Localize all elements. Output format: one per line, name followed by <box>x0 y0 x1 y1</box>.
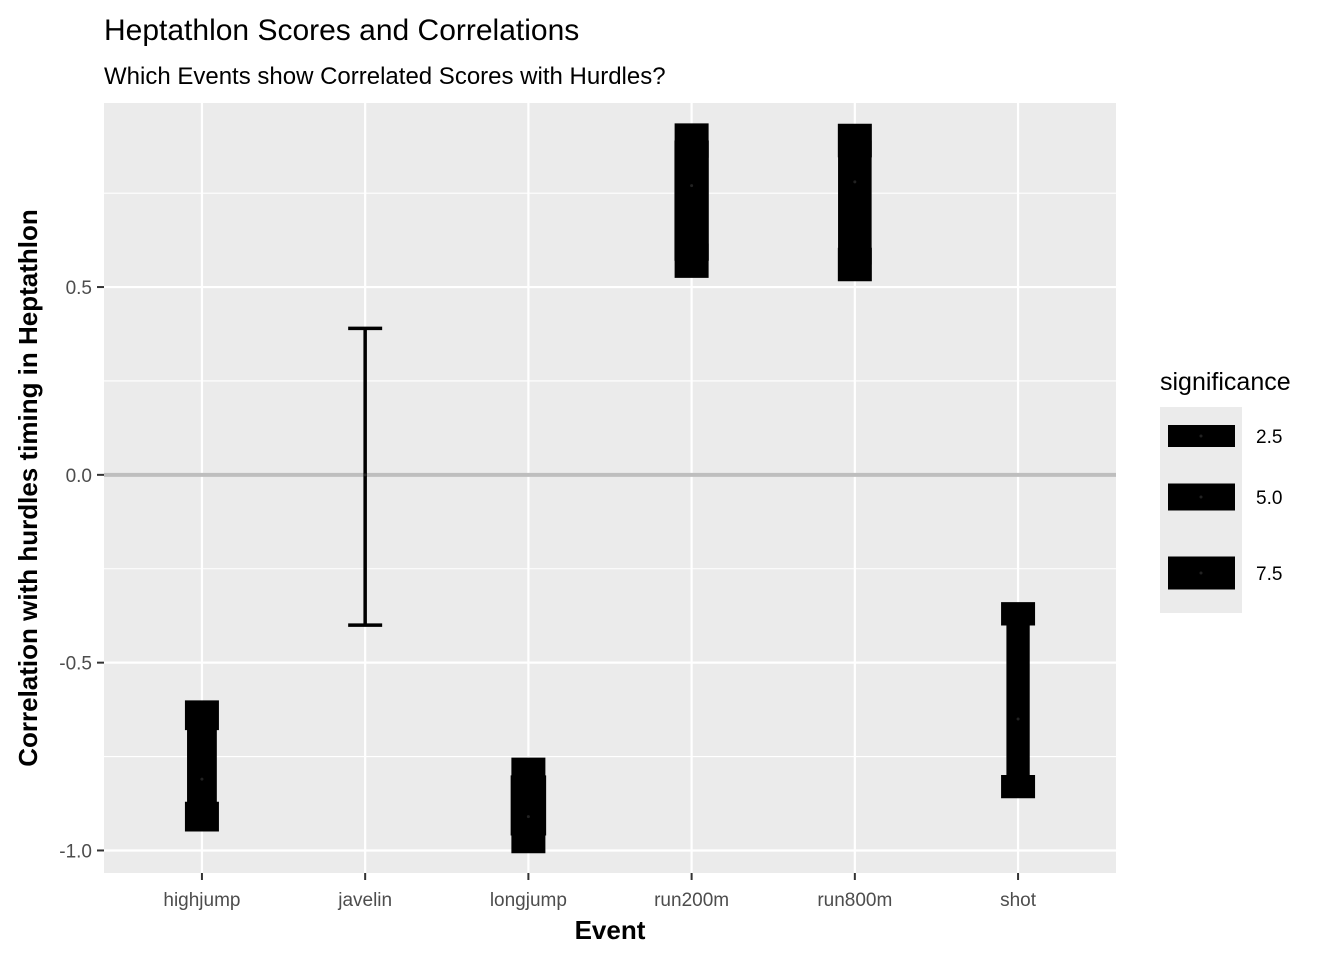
estimate-point <box>526 815 530 819</box>
estimate-point <box>200 777 204 781</box>
legend-label: 2.5 <box>1256 427 1282 448</box>
errorbar-highjump <box>184 700 219 832</box>
x-tick-label: shot <box>1000 890 1037 911</box>
legend: significance 2.5 5.0 7.5 <box>1160 368 1291 613</box>
legend-label: 7.5 <box>1256 564 1282 585</box>
estimate-point <box>853 180 857 184</box>
y-axis-title: Correlation with hurdles timing in Hepta… <box>13 209 43 767</box>
errorbar-longjump <box>510 757 547 854</box>
x-tick-label: highjump <box>163 890 240 911</box>
errorbar-run200m <box>674 123 709 278</box>
x-tick-label: javelin <box>337 890 392 911</box>
errorbar-javelin <box>348 326 383 627</box>
estimate-point <box>1016 717 1020 721</box>
estimate-point <box>690 184 694 188</box>
y-axis: -1.0 -0.5 0.0 0.5 <box>59 278 104 862</box>
legend-key-point <box>1199 571 1203 575</box>
y-tick-label: 0.0 <box>66 466 92 487</box>
x-axis: highjump javelin longjump run200m run800m sho… <box>163 873 1037 911</box>
chart-subtitle: Which Events show Correlated Scores with… <box>104 63 666 90</box>
error-bars <box>184 123 1036 854</box>
y-tick-label: -1.0 <box>59 841 92 862</box>
legend-key-point <box>1199 495 1203 499</box>
legend-label: 5.0 <box>1256 488 1282 509</box>
x-tick-label: run200m <box>654 890 729 911</box>
plot-panel <box>104 103 1116 873</box>
errorbar-run800m <box>837 123 872 282</box>
x-tick-label: longjump <box>490 890 567 911</box>
y-tick-label: -0.5 <box>59 654 92 675</box>
minor-gridlines <box>104 192 1116 758</box>
estimate-point <box>363 473 367 477</box>
chart-title: Heptathlon Scores and Correlations <box>104 14 579 47</box>
legend-key-2.5: 2.5 <box>1168 425 1282 448</box>
x-axis-title: Event <box>575 915 646 945</box>
legend-key-point <box>1199 434 1203 438</box>
legend-key-5.0: 5.0 <box>1168 483 1282 511</box>
legend-keys: 2.5 5.0 7.5 <box>1168 425 1282 590</box>
errorbar-shot <box>1001 602 1036 799</box>
legend-title: significance <box>1160 368 1291 396</box>
x-tick-label: run800m <box>817 890 892 911</box>
y-tick-label: 0.5 <box>66 278 92 299</box>
legend-key-7.5: 7.5 <box>1168 556 1282 590</box>
